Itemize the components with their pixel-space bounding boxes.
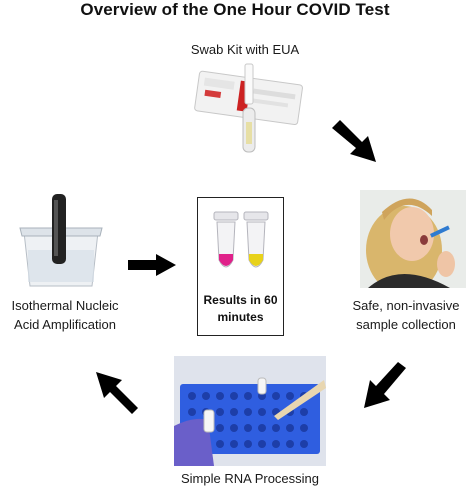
sample-collection-image (360, 190, 466, 288)
arrow-to-rna-processing (364, 362, 406, 408)
results-line1: Results in 60 (203, 293, 278, 307)
results-text: Results in 60 minutes (198, 292, 283, 326)
diagram-title: Overview of the One Hour COVID Test (80, 0, 390, 19)
positive-sample (219, 254, 233, 266)
swab-kit-image (194, 63, 303, 153)
arrow-to-amplification (96, 372, 138, 414)
arrow-to-collection (332, 120, 376, 162)
amplification-label-line2: Acid Amplification (14, 317, 116, 332)
rna-processing-image (174, 356, 326, 466)
sample-collection-label-line2: sample collection (356, 317, 456, 332)
amplification-label-line1: Isothermal Nucleic (11, 298, 119, 313)
arrow-to-results (128, 254, 176, 276)
swab-kit-label: Swab Kit with EUA (190, 42, 300, 57)
amplification-image (19, 194, 103, 287)
negative-sample (249, 254, 263, 266)
rna-processing-label: Simple RNA Processing (181, 471, 319, 486)
sample-collection-label-line1: Safe, non-invasive (352, 298, 460, 313)
pcr-tubes-image (213, 211, 269, 268)
results-line2: minutes (217, 310, 264, 324)
results-box: Results in 60 minutes (197, 197, 284, 336)
